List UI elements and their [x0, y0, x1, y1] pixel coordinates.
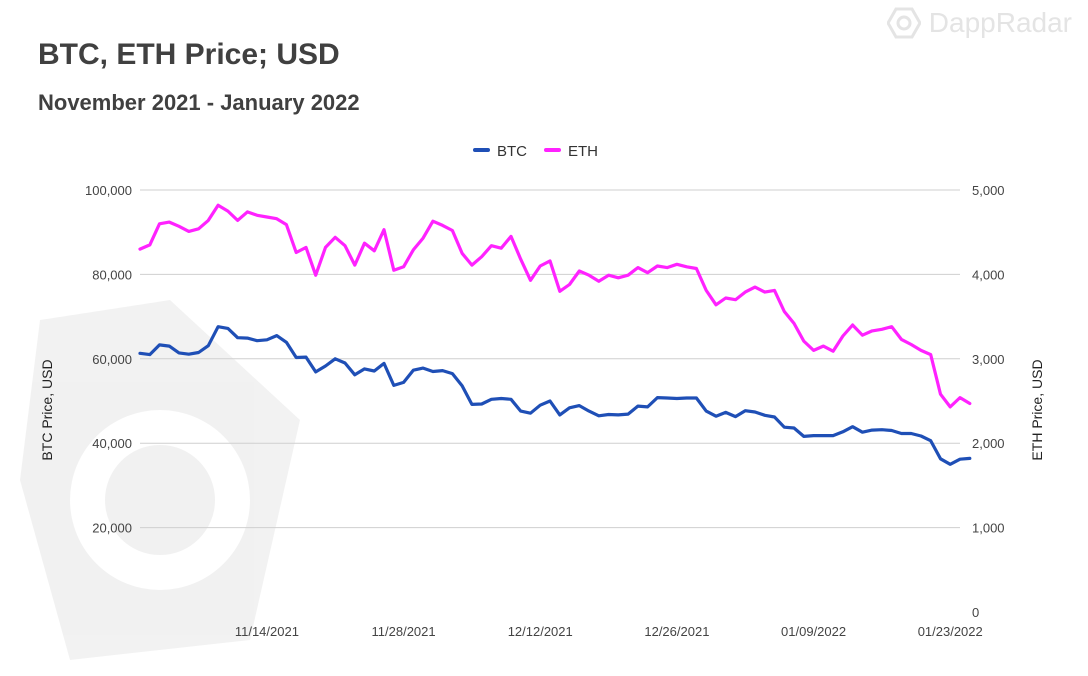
y2-tick-label: 5,000	[972, 183, 1005, 198]
y2-tick-label: 4,000	[972, 267, 1005, 282]
y-axis-title: BTC Price, USD	[39, 359, 55, 460]
brand-name: DappRadar	[928, 7, 1072, 38]
y2-axis-title: ETH Price, USD	[1029, 359, 1045, 460]
legend: BTC ETH	[473, 143, 598, 160]
chart-subtitle: November 2021 - January 2022	[38, 90, 360, 115]
x-axis-ticks: 11/14/2021 11/28/2021 12/12/2021 12/26/2021…	[235, 624, 983, 639]
left-axis-ticks: 20,000 40,000 60,000 80,000 100,000	[85, 183, 132, 536]
chart-title: BTC, ETH Price; USD	[38, 38, 340, 71]
y-tick-label: 40,000	[92, 436, 132, 451]
y2-tick-label: 0	[972, 605, 979, 620]
x-tick-label: 12/26/2021	[644, 624, 709, 639]
x-tick-label: 11/28/2021	[372, 624, 436, 639]
series-line-btc	[138, 325, 972, 466]
dappradar-logo-icon	[886, 7, 921, 39]
series-lines	[138, 203, 972, 466]
y-tick-label: 60,000	[92, 352, 132, 367]
x-tick-label: 11/14/2021	[235, 624, 299, 639]
y-tick-label: 20,000	[92, 521, 132, 536]
background-watermark-icon	[20, 300, 300, 660]
grid-lines	[140, 189, 960, 529]
y2-tick-label: 2,000	[972, 436, 1005, 451]
y2-tick-label: 3,000	[972, 352, 1005, 367]
y2-tick-label: 1,000	[972, 521, 1005, 536]
x-tick-label: 01/09/2022	[781, 624, 846, 639]
y-tick-label: 100,000	[85, 183, 132, 198]
x-tick-label: 12/12/2021	[508, 624, 573, 639]
brand-watermark: DappRadar	[886, 6, 1072, 40]
y-tick-label: 80,000	[92, 267, 132, 282]
right-axis-ticks: 0 1,000 2,000 3,000 4,000 5,000	[972, 183, 1005, 620]
legend-label-eth: ETH	[568, 143, 598, 160]
x-tick-label: 01/23/2022	[918, 624, 983, 639]
series-line-eth	[138, 203, 972, 409]
legend-label-btc: BTC	[497, 143, 527, 160]
